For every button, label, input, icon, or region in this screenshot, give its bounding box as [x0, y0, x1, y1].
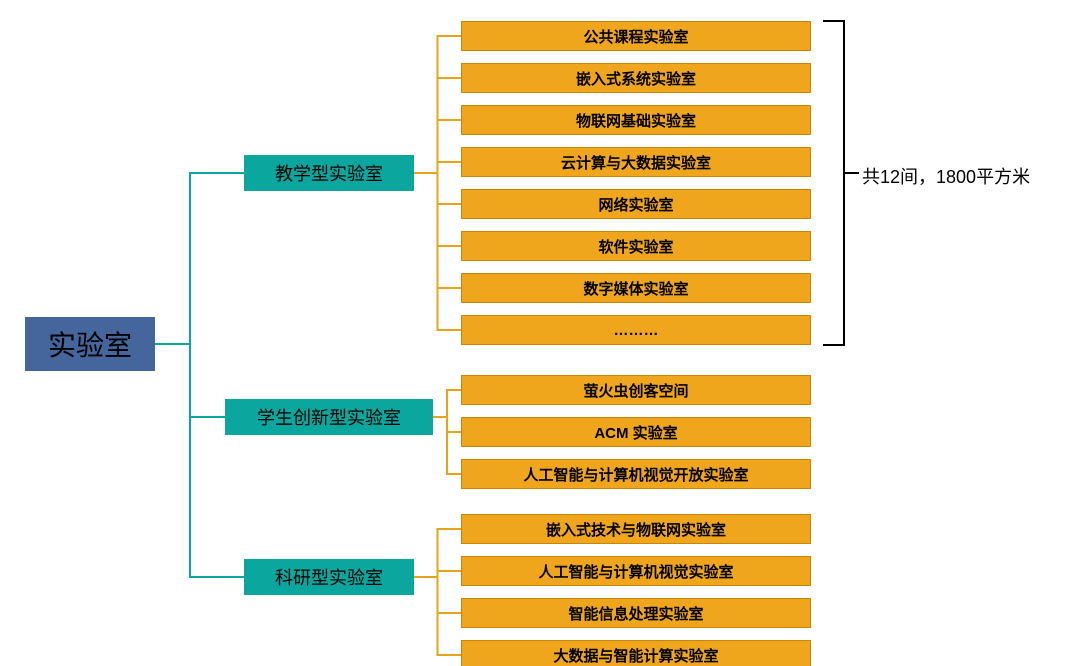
root-node: 实验室: [25, 317, 155, 371]
lab-node: 软件实验室: [461, 231, 811, 261]
lab-node: 萤火虫创客空间: [461, 375, 811, 405]
lab-label: 嵌入式技术与物联网实验室: [546, 519, 726, 540]
category-node-student: 学生创新型实验室: [225, 399, 433, 435]
lab-label: 云计算与大数据实验室: [561, 152, 711, 173]
lab-label: 物联网基础实验室: [576, 110, 696, 131]
lab-label: ………: [614, 322, 659, 339]
annotation-text: 共12间，1800平方米: [862, 163, 1030, 189]
lab-label: ACM 实验室: [594, 422, 677, 443]
lab-label: 人工智能与计算机视觉实验室: [538, 561, 733, 582]
lab-label: 嵌入式系统实验室: [576, 68, 696, 89]
lab-node: 云计算与大数据实验室: [461, 147, 811, 177]
lab-node: 嵌入式技术与物联网实验室: [461, 514, 811, 544]
category-node-teaching: 教学型实验室: [244, 155, 414, 191]
lab-node: 嵌入式系统实验室: [461, 63, 811, 93]
lab-node: ………: [461, 315, 811, 345]
lab-label: 数字媒体实验室: [583, 278, 688, 299]
category-node-research: 科研型实验室: [244, 559, 414, 595]
category-label: 教学型实验室: [275, 160, 383, 186]
category-label: 学生创新型实验室: [257, 404, 401, 430]
lab-label: 公共课程实验室: [583, 26, 688, 47]
lab-label: 大数据与智能计算实验室: [553, 645, 718, 666]
lab-label: 萤火虫创客空间: [583, 380, 688, 401]
lab-node: 大数据与智能计算实验室: [461, 640, 811, 666]
lab-node: 智能信息处理实验室: [461, 598, 811, 628]
lab-node: 网络实验室: [461, 189, 811, 219]
lab-node: 物联网基础实验室: [461, 105, 811, 135]
lab-label: 智能信息处理实验室: [568, 603, 703, 624]
lab-node: 公共课程实验室: [461, 21, 811, 51]
lab-label: 软件实验室: [598, 236, 673, 257]
lab-node: 人工智能与计算机视觉实验室: [461, 556, 811, 586]
lab-node: ACM 实验室: [461, 417, 811, 447]
lab-node: 数字媒体实验室: [461, 273, 811, 303]
root-label: 实验室: [48, 324, 132, 364]
lab-label: 网络实验室: [598, 194, 673, 215]
category-label: 科研型实验室: [275, 564, 383, 590]
lab-label: 人工智能与计算机视觉开放实验室: [523, 464, 748, 485]
lab-node: 人工智能与计算机视觉开放实验室: [461, 459, 811, 489]
